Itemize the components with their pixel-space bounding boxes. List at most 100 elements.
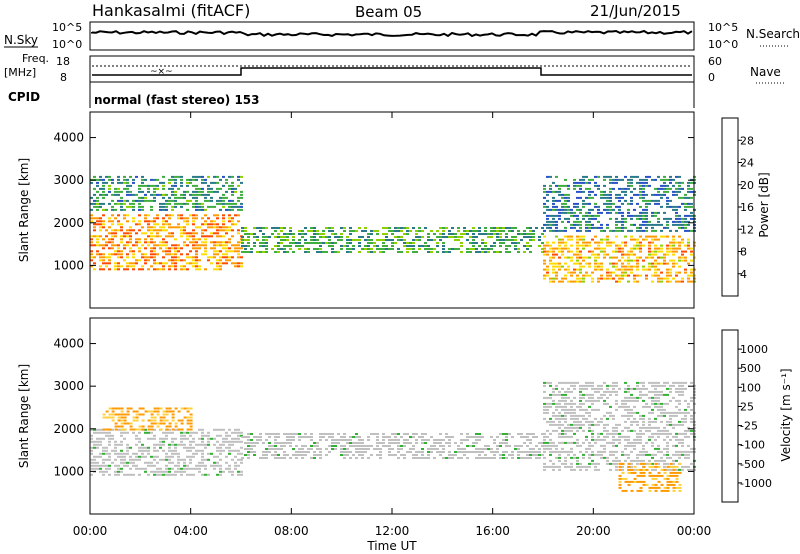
echo-cell-3 (636, 420, 639, 423)
echo-cell-4 (573, 211, 576, 214)
echo-cell-4 (591, 208, 594, 211)
echo-cell-0 (219, 434, 222, 437)
echo-cell-4 (651, 199, 654, 202)
echo-cell-2 (298, 448, 301, 450)
echo-cell-3 (561, 241, 564, 244)
echo-cell-2 (280, 248, 283, 250)
echo-cell-3 (678, 468, 681, 471)
colorbar-tick-label: 4 (740, 268, 747, 281)
echo-cell-4 (684, 214, 687, 217)
echo-cell-2 (502, 239, 505, 241)
echo-cell-2 (322, 236, 325, 238)
echo-cell-4 (576, 217, 579, 220)
echo-cell-2 (382, 445, 385, 447)
echo-cell-4 (645, 181, 648, 184)
echo-cell-0 (171, 244, 174, 247)
echo-cell-2 (340, 436, 343, 438)
echo-cell-2 (277, 457, 280, 459)
echo-cell-3 (681, 468, 684, 471)
echo-cell-4 (609, 199, 612, 202)
echo-cell-0 (186, 217, 189, 220)
echo-cell-3 (546, 420, 549, 423)
echo-cell-0 (138, 458, 141, 461)
echo-cell-3 (633, 247, 636, 250)
echo-cell-4 (666, 223, 669, 226)
y-tick-label: 2000 (53, 216, 84, 230)
echo-cell-3 (681, 411, 684, 414)
echo-cell-3 (549, 280, 552, 283)
echo-cell-2 (466, 445, 469, 447)
echo-cell-3 (612, 453, 615, 456)
echo-cell-4 (612, 202, 615, 205)
echo-cell-2 (499, 445, 502, 447)
echo-cell-0 (165, 458, 168, 461)
echo-cell-0 (150, 265, 153, 268)
echo-cell-3 (549, 447, 552, 450)
echo-cell-0 (240, 470, 243, 473)
echo-cell-3 (543, 244, 546, 247)
echo-cell-1 (165, 208, 168, 211)
echo-cell-2 (517, 457, 520, 459)
echo-cell-3 (660, 262, 663, 265)
echo-cell-0 (159, 235, 162, 238)
echo-cell-3 (657, 414, 660, 417)
echo-cell-2 (532, 230, 535, 232)
echo-cell-4 (600, 223, 603, 226)
echo-cell-1 (210, 205, 213, 208)
echo-cell-4 (561, 205, 564, 208)
echo-cell-1 (150, 428, 154, 431)
echo-cell-1 (162, 413, 166, 416)
echo-cell-4 (678, 486, 682, 489)
echo-cell-0 (237, 458, 240, 461)
nsky-panel-frame (89, 21, 695, 51)
echo-cell-4 (588, 202, 591, 205)
echo-cell-0 (108, 253, 111, 256)
echo-cell-3 (567, 381, 570, 384)
echo-cell-0 (120, 431, 123, 434)
echo-cell-1 (135, 428, 139, 431)
echo-cell-0 (171, 226, 174, 229)
echo-cell-4 (642, 474, 646, 477)
echo-cell-2 (295, 454, 298, 456)
echo-cell-0 (141, 265, 144, 268)
freq-tick-top: 18 (56, 55, 70, 68)
echo-cell-1 (135, 175, 138, 178)
echo-cell-0 (108, 434, 111, 437)
echo-cell-0 (189, 455, 192, 458)
echo-cell-3 (597, 384, 600, 387)
echo-cell-0 (102, 238, 105, 241)
echo-cell-3 (645, 235, 648, 238)
echo-cell-3 (546, 396, 549, 399)
echo-cell-2 (271, 454, 274, 456)
echo-cell-4 (603, 193, 606, 196)
echo-cell-2 (274, 445, 277, 447)
echo-cell-0 (153, 455, 156, 458)
echo-cell-3 (651, 238, 654, 241)
echo-cell-3 (591, 402, 594, 405)
echo-cell-2 (496, 448, 499, 450)
echo-cell-2 (247, 242, 250, 244)
echo-cell-3 (669, 399, 672, 402)
echo-cell-0 (108, 259, 111, 262)
echo-cell-2 (454, 442, 457, 444)
echo-cell-3 (588, 241, 591, 244)
echo-cell-0 (231, 256, 234, 259)
echo-cell-4 (621, 190, 624, 193)
echo-cell-0 (108, 226, 111, 229)
echo-cell-0 (195, 217, 198, 220)
echo-cell-3 (660, 414, 663, 417)
echo-cell-2 (505, 433, 508, 435)
echo-cell-3 (687, 241, 690, 244)
echo-cell-0 (216, 250, 219, 253)
echo-cell-3 (690, 247, 693, 250)
y-tick-label: 2000 (53, 422, 84, 436)
echo-cell-2 (526, 454, 529, 456)
echo-cell-2 (328, 433, 331, 435)
echo-cell-0 (138, 455, 141, 458)
echo-cell-3 (684, 465, 687, 468)
echo-cell-3 (603, 423, 606, 426)
echo-cell-2 (310, 439, 313, 441)
echo-cell-3 (690, 408, 693, 411)
echo-cell-2 (535, 451, 538, 453)
echo-cell-3 (684, 417, 687, 420)
